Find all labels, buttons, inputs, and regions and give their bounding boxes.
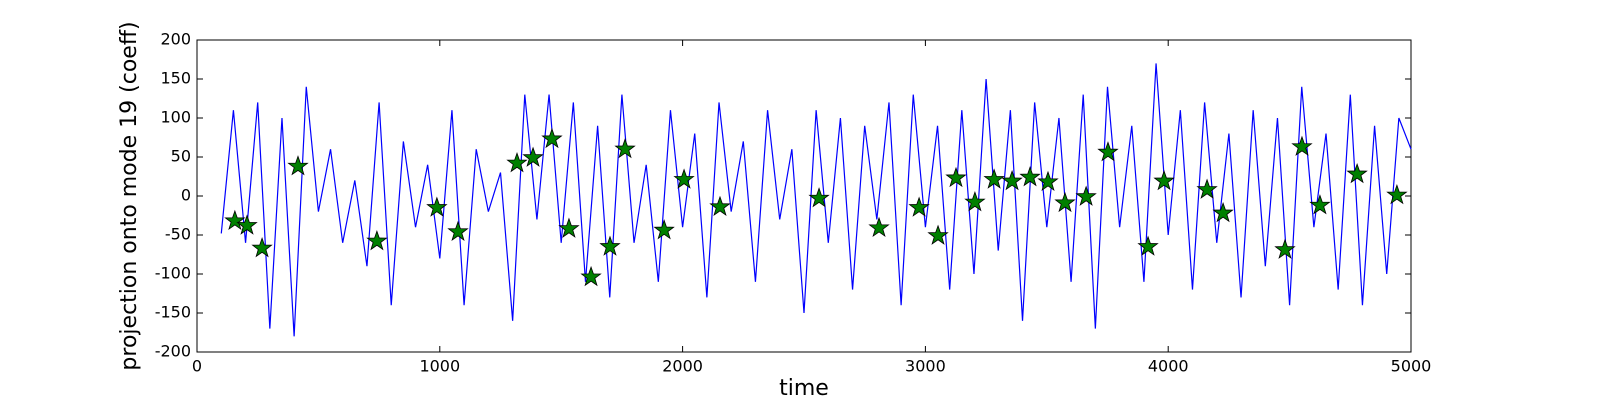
star-marker (541, 127, 563, 149)
star-marker (558, 217, 580, 238)
star-marker (1075, 185, 1097, 206)
y-tick-label: 150 (160, 69, 191, 88)
y-tick-label: -150 (155, 303, 191, 322)
y-tick-label: 0 (181, 186, 191, 205)
star-marker (709, 195, 731, 216)
star-marker (236, 214, 258, 235)
x-tick-label: 5000 (1391, 357, 1432, 376)
star-marker (447, 220, 469, 241)
star-marker (224, 209, 246, 231)
star-marker (251, 237, 273, 258)
x-tick-label: 4000 (1148, 357, 1189, 376)
star-marker (1309, 194, 1331, 215)
star-marker (945, 166, 967, 188)
y-tick-label: -100 (155, 264, 191, 283)
x-tick-label: 1000 (419, 357, 460, 376)
star-marker (808, 187, 830, 208)
x-tick-label: 3000 (905, 357, 946, 376)
star-marker (506, 152, 528, 173)
star-marker (287, 155, 309, 176)
star-marker (580, 265, 602, 287)
star-marker (1097, 141, 1119, 162)
star-marker (1291, 135, 1313, 156)
star-marker (964, 191, 986, 212)
y-tick-label: 100 (160, 108, 191, 127)
star-marker (599, 235, 621, 256)
star-marker (614, 137, 636, 159)
x-axis-title: time (779, 376, 829, 400)
star-marker (983, 168, 1005, 189)
star-marker (1274, 238, 1296, 259)
star-marker (653, 219, 675, 240)
star-marker (1054, 191, 1076, 213)
star-marker (868, 216, 890, 238)
x-tick-label: 0 (192, 357, 202, 376)
star-marker (1019, 166, 1041, 187)
star-marker (1346, 162, 1368, 184)
star-marker (1037, 170, 1059, 192)
star-marker (1137, 235, 1159, 256)
y-tick-label: -200 (155, 342, 191, 361)
y-tick-label: 200 (160, 30, 191, 49)
star-marker (1001, 169, 1023, 191)
star-marker (1386, 184, 1408, 205)
y-axis-title: projection onto mode 19 (coeff) (117, 21, 142, 370)
star-marker (1212, 201, 1234, 223)
star-marker (908, 196, 930, 217)
y-tick-label: 50 (171, 147, 191, 166)
star-marker (366, 230, 388, 251)
star-marker (426, 196, 448, 217)
x-tick-label: 2000 (662, 357, 703, 376)
star-marker (522, 146, 544, 167)
y-tick-label: -50 (165, 225, 191, 244)
star-marker (1153, 169, 1175, 191)
star-marker (673, 168, 695, 189)
star-marker (1196, 178, 1218, 199)
star-marker (927, 224, 949, 245)
